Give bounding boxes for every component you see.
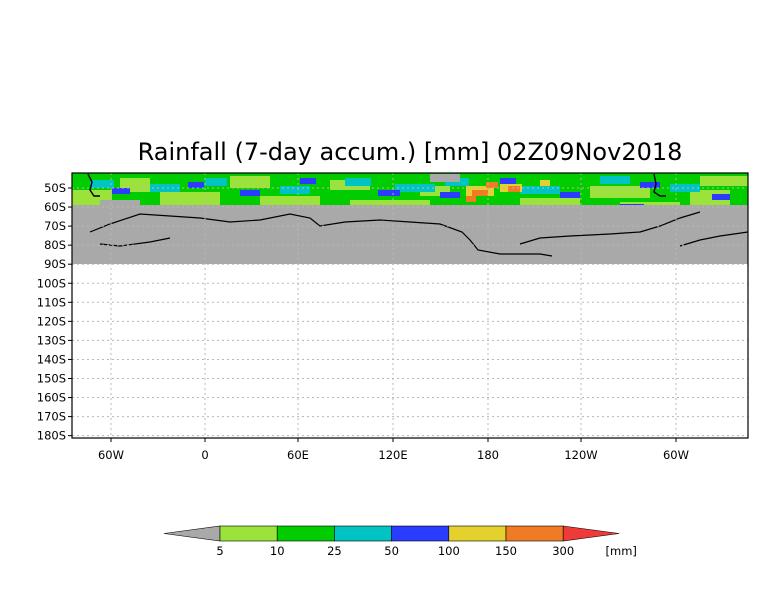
colorbar-high-arrow	[562, 525, 620, 542]
colorbar-box	[448, 525, 507, 542]
latitude-labels: 50S 60S 70S 80S 90S 100S 110S 120S 130S 140S 150S 1…	[37, 181, 72, 443]
colorbar-box	[334, 525, 392, 542]
colorbar-box	[276, 525, 335, 542]
colorbar-box	[219, 525, 278, 542]
colorbar-level-label: 150	[495, 544, 517, 558]
colorbar-level-label: 25	[327, 544, 342, 558]
colorbar-level-label: 300	[552, 544, 574, 558]
rain-orange-patches	[466, 182, 520, 202]
lat-label: 70S	[44, 219, 66, 233]
colorbar-level-label: 100	[438, 544, 460, 558]
colorbar-low-arrow	[163, 525, 221, 542]
colorbar-box	[391, 525, 450, 542]
lat-label: 60S	[44, 200, 66, 214]
south-america-tip-left	[87, 173, 100, 197]
lat-label: 180S	[37, 429, 66, 443]
map-frame	[71, 172, 749, 439]
longitude-labels: 60W 0 60E 120E 180 120W 60W	[98, 438, 689, 462]
lon-label: 60E	[287, 448, 309, 462]
lon-label: 120W	[564, 448, 597, 462]
colorbar-unit-label: [mm]	[606, 544, 637, 558]
lat-label: 50S	[44, 181, 66, 195]
lon-label: 60W	[98, 448, 124, 462]
lon-label: 60W	[663, 448, 689, 462]
lat-label: 140S	[37, 352, 66, 366]
map-title: Rainfall (7-day accum.) [mm] 02Z09Nov201…	[138, 138, 683, 166]
lat-label: 90S	[44, 257, 66, 271]
map-area	[72, 173, 748, 438]
lat-label: 80S	[44, 238, 66, 252]
lat-label: 130S	[37, 333, 66, 347]
lat-label: 100S	[37, 276, 66, 290]
lon-label: 180	[477, 448, 499, 462]
colorbar-level-label: 50	[384, 544, 399, 558]
lat-label: 160S	[37, 391, 66, 405]
rainfall-field	[72, 173, 748, 213]
lat-label: 170S	[37, 410, 66, 424]
south-america-tip-right	[653, 173, 666, 197]
lat-label: 110S	[37, 295, 66, 309]
colorbar-level-label: 10	[270, 544, 285, 558]
colorbar: 5 10 25 50 100 150 300 [mm]	[163, 525, 637, 558]
map-gridlines	[72, 173, 748, 438]
lat-label: 150S	[37, 372, 66, 386]
lon-label: 120E	[378, 448, 407, 462]
colorbar-box	[505, 525, 564, 542]
lat-label: 120S	[37, 314, 66, 328]
lon-label: 0	[201, 448, 208, 462]
colorbar-level-label: 5	[216, 544, 223, 558]
antarctica-coastline	[89, 211, 748, 257]
